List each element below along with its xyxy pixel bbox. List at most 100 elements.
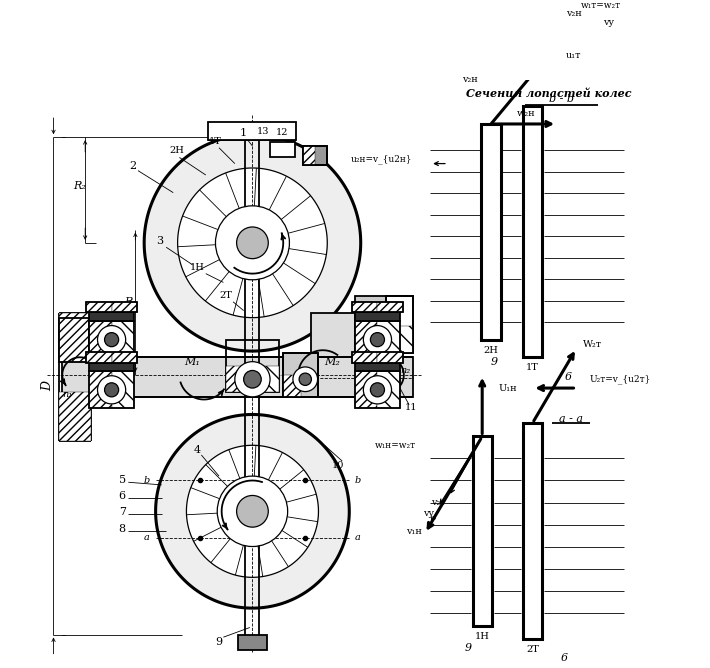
Text: 1: 1: [240, 128, 247, 138]
Text: 6: 6: [560, 653, 567, 663]
Text: b: b: [143, 476, 150, 485]
Text: 9: 9: [491, 357, 498, 367]
Bar: [400, 327, 413, 353]
Bar: [111, 352, 137, 363]
Circle shape: [236, 496, 268, 527]
Text: w₁н=w₂т: w₁н=w₂т: [375, 441, 416, 450]
Text: vy: vy: [422, 510, 434, 518]
Polygon shape: [473, 436, 492, 626]
Text: 6: 6: [119, 492, 126, 502]
Polygon shape: [523, 106, 542, 357]
Text: 2H: 2H: [169, 146, 184, 155]
Polygon shape: [481, 124, 501, 339]
Text: 10: 10: [332, 461, 344, 470]
Bar: [270, 142, 295, 158]
Polygon shape: [144, 134, 361, 351]
Bar: [378, 321, 400, 358]
Text: v₂т: v₂т: [430, 498, 445, 507]
Circle shape: [235, 361, 270, 397]
Text: v₂н: v₂н: [462, 75, 478, 84]
Text: a: a: [144, 533, 150, 542]
Polygon shape: [178, 168, 327, 318]
Text: b: b: [355, 476, 361, 485]
Bar: [378, 371, 400, 408]
Bar: [283, 353, 319, 397]
Bar: [378, 352, 403, 363]
Text: 11: 11: [405, 403, 417, 412]
Text: 13: 13: [257, 126, 269, 136]
Text: 8: 8: [119, 524, 126, 534]
Bar: [111, 371, 134, 408]
Bar: [59, 313, 92, 361]
Text: u₁т: u₁т: [566, 51, 581, 60]
Circle shape: [364, 325, 391, 354]
Text: v₂н: v₂н: [566, 9, 581, 19]
Text: 1H: 1H: [190, 263, 204, 272]
Text: 3: 3: [156, 236, 163, 246]
Text: n₁: n₁: [62, 389, 72, 399]
Bar: [226, 366, 253, 393]
Circle shape: [104, 333, 119, 347]
Bar: [89, 371, 134, 408]
Bar: [354, 371, 378, 408]
Circle shape: [97, 325, 126, 354]
Text: a: a: [355, 533, 361, 542]
Bar: [354, 321, 378, 358]
Bar: [302, 146, 327, 166]
Circle shape: [371, 383, 385, 397]
Text: vy: vy: [603, 18, 614, 27]
Bar: [378, 302, 403, 313]
Bar: [59, 393, 92, 441]
Text: 1T: 1T: [209, 137, 222, 146]
Text: D: D: [41, 381, 54, 391]
Text: a - a: a - a: [559, 414, 583, 424]
Bar: [239, 635, 266, 651]
Bar: [356, 296, 404, 353]
Bar: [386, 296, 413, 353]
Bar: [86, 352, 111, 363]
Text: 9: 9: [464, 643, 471, 653]
Bar: [386, 296, 413, 353]
Text: 7: 7: [119, 507, 126, 517]
Circle shape: [293, 367, 317, 391]
Circle shape: [299, 373, 312, 385]
Text: 1T: 1T: [526, 363, 539, 372]
Text: R₂: R₂: [73, 180, 87, 190]
Bar: [89, 313, 134, 321]
Bar: [86, 352, 137, 363]
Text: 2: 2: [129, 161, 136, 171]
Circle shape: [215, 206, 290, 280]
Bar: [283, 353, 319, 397]
Text: w₁т=w₂т: w₁т=w₂т: [581, 1, 621, 9]
Text: 12: 12: [276, 128, 289, 138]
Text: w₂н: w₂н: [517, 109, 535, 118]
Circle shape: [364, 375, 391, 404]
Bar: [352, 302, 403, 313]
Bar: [354, 321, 400, 358]
Text: v₁н: v₁н: [406, 527, 422, 536]
Bar: [253, 366, 279, 393]
Bar: [354, 313, 400, 321]
Bar: [59, 318, 89, 361]
Polygon shape: [523, 424, 542, 639]
Text: 2T: 2T: [219, 291, 232, 300]
Text: u₂н=v_{u2н}: u₂н=v_{u2н}: [351, 154, 413, 164]
Bar: [226, 339, 279, 393]
Text: b - b: b - b: [549, 94, 574, 104]
Text: R₁: R₁: [124, 297, 138, 307]
Text: 4: 4: [193, 445, 200, 455]
Bar: [89, 371, 111, 408]
Text: 2T: 2T: [526, 645, 539, 654]
Circle shape: [244, 371, 261, 388]
Bar: [354, 363, 400, 371]
Text: 5: 5: [119, 476, 126, 486]
Text: n₂: n₂: [400, 366, 410, 375]
Bar: [86, 302, 111, 313]
Bar: [352, 352, 378, 363]
Text: 1H: 1H: [475, 632, 490, 641]
Bar: [209, 122, 297, 140]
Bar: [62, 357, 413, 397]
Bar: [86, 302, 137, 313]
Bar: [89, 321, 134, 358]
Bar: [111, 302, 137, 313]
